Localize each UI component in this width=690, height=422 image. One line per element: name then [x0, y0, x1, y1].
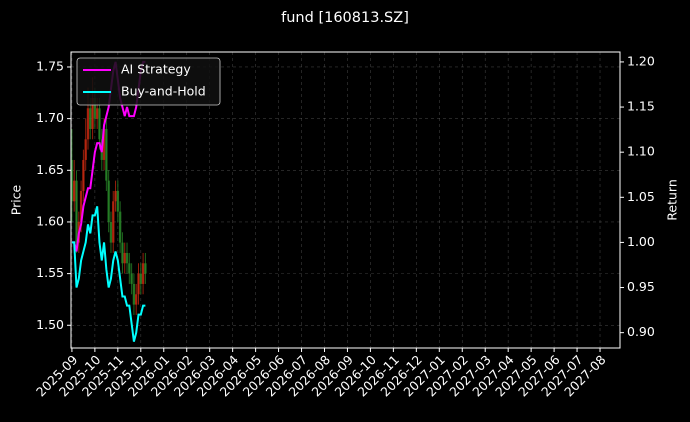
chart-title: fund [160813.SZ]: [281, 10, 409, 26]
candle-body: [75, 180, 78, 243]
candle-body: [79, 190, 83, 222]
candle-body: [116, 190, 120, 212]
y2-tick-label: 0.95: [627, 279, 655, 294]
y2-tick-label: 1.05: [627, 189, 655, 204]
candle-body: [70, 159, 74, 202]
y-tick-label: 1.75: [36, 58, 64, 73]
candle-body: [139, 273, 143, 284]
candle-body: [114, 190, 117, 202]
candle-body: [98, 108, 101, 140]
y2-tick-label: 1.00: [627, 234, 655, 249]
legend-box: [76, 57, 221, 106]
y2-axis-label: Return: [665, 179, 680, 220]
candle-body: [130, 273, 133, 284]
line-series: [71, 206, 146, 342]
candle-body: [84, 139, 87, 160]
candle-body: [95, 108, 99, 119]
y-tick-label: 1.70: [36, 110, 64, 125]
candle-body: [82, 159, 85, 191]
candle-body: [73, 180, 76, 202]
y2-tick-label: 1.10: [627, 144, 655, 159]
candle-body: [137, 273, 140, 295]
candle-body: [141, 263, 145, 284]
candle-body: [123, 252, 126, 264]
candle-body: [125, 252, 129, 264]
legend-label: Buy-and-Hold: [121, 84, 206, 99]
candle-body: [105, 128, 108, 181]
legend-label: AI Strategy: [121, 62, 191, 77]
candle-body: [107, 180, 110, 222]
candle-body: [91, 97, 94, 129]
y-axis-label: Price: [9, 184, 24, 215]
y2-tick-label: 0.90: [627, 324, 655, 339]
y-tick-label: 1.55: [36, 265, 64, 280]
y2-tick-label: 1.20: [627, 53, 655, 68]
candle-body: [89, 108, 92, 129]
y-tick-label: 1.65: [36, 162, 64, 177]
candle-body: [121, 242, 124, 264]
y2-tick-label: 1.15: [627, 99, 655, 114]
candle-body: [102, 128, 106, 160]
candle-body: [132, 283, 136, 305]
candle-body: [135, 294, 138, 305]
candle-body: [112, 201, 115, 243]
candle-body: [128, 263, 131, 274]
candle-body: [109, 221, 113, 243]
plot-frame: [70, 51, 621, 349]
candle-body: [93, 97, 97, 119]
y-tick-label: 1.60: [36, 213, 64, 228]
candle-body: [86, 108, 90, 140]
candle-body: [144, 263, 147, 274]
line-series: [71, 60, 146, 252]
y-tick-label: 1.50: [36, 317, 64, 332]
candle-body: [118, 211, 122, 243]
